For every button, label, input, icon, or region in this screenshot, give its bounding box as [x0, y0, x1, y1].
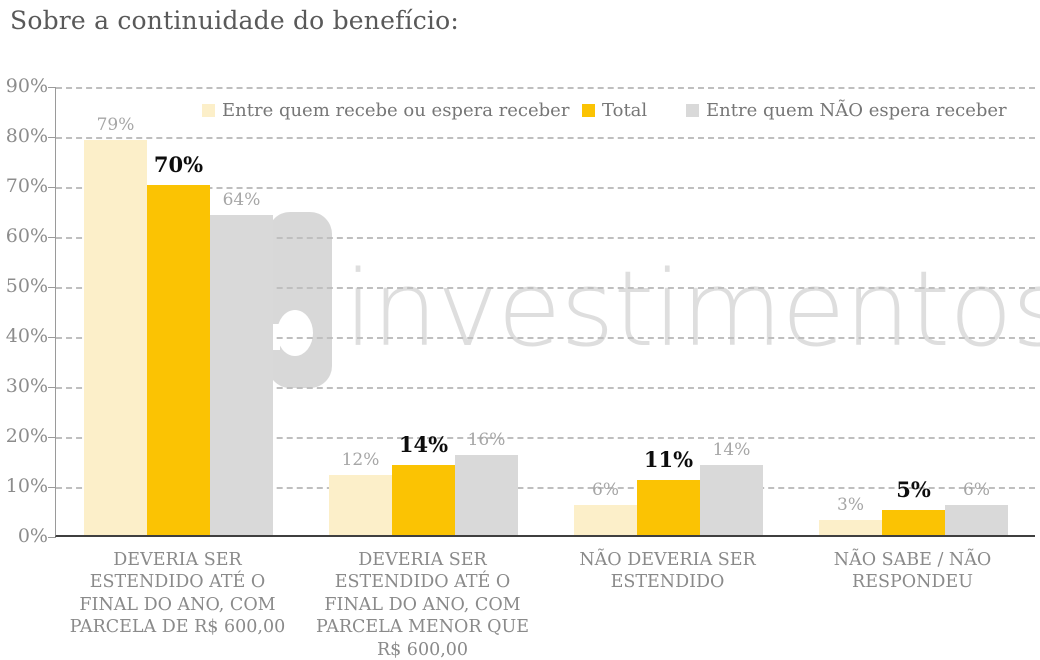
gridline [56, 87, 1035, 89]
bar-total [147, 185, 210, 535]
y-axis-tick [48, 137, 56, 138]
bar-data-label: 6% [963, 480, 990, 500]
y-axis-tick-label: 80% [5, 125, 48, 147]
gridline [56, 337, 1035, 339]
bar-data-label: 16% [467, 430, 506, 450]
bar-recebe [819, 520, 882, 535]
legend-swatch-icon [202, 103, 215, 117]
bar-data-label: 3% [837, 495, 864, 515]
bar-total [392, 465, 455, 535]
brand-logo-icon [268, 212, 332, 388]
bar-nao-espera [945, 505, 1008, 535]
plot-area: 79% 70% 64% 12% 14% 16% 6% 11% 14% 3% 5% 6% [48, 87, 1035, 538]
legend-swatch-icon [582, 103, 595, 117]
y-axis-tick [48, 87, 56, 88]
x-axis-category-label: NÃO SABE / NÃO RESPONDEU [833, 550, 992, 593]
legend-label: Entre quem NÃO espera receber [706, 99, 1007, 121]
legend-label: Total [602, 99, 648, 121]
bar-data-label: 70% [153, 152, 204, 177]
y-axis-tick-label: 90% [5, 75, 48, 97]
legend-swatch-icon [686, 103, 699, 117]
bar-data-label: 14% [398, 432, 449, 457]
brand-logo-counter [277, 310, 313, 356]
x-axis-category-label: DEVERIA SER ESTENDIDO ATÉ O FINAL DO ANO… [69, 550, 286, 638]
y-axis-tick [48, 487, 56, 488]
bar-recebe [329, 475, 392, 535]
y-axis-tick-label: 10% [5, 475, 48, 497]
y-axis-tick [48, 187, 56, 188]
bar-data-label: 12% [341, 450, 380, 470]
gridline [56, 187, 1035, 189]
legend-item: Entre quem NÃO espera receber [686, 99, 1007, 121]
bar-data-label: 14% [712, 440, 751, 460]
x-axis-labels: DEVERIA SER ESTENDIDO ATÉ O FINAL DO ANO… [55, 549, 1035, 660]
bar-nao-espera [700, 465, 763, 535]
gridline [56, 387, 1035, 389]
y-axis-tick-label: 0% [17, 525, 48, 547]
y-axis-tick-label: 20% [5, 425, 48, 447]
bar-data-label: 5% [896, 477, 931, 502]
y-axis-tick [48, 337, 56, 338]
bar-recebe [574, 505, 637, 535]
y-axis-tick [48, 287, 56, 288]
y-axis-tick [48, 537, 56, 538]
legend-label: Entre quem recebe ou espera receber [222, 99, 570, 121]
y-axis-tick-label: 40% [5, 325, 48, 347]
gridline [56, 437, 1035, 439]
y-axis-tick-label: 50% [5, 275, 48, 297]
gridline [56, 137, 1035, 139]
y-axis-tick [48, 437, 56, 438]
y-axis-tick-label: 60% [5, 225, 48, 247]
legend-item: Total [582, 99, 648, 121]
chart-title: Sobre a continuidade do benefício: [10, 6, 459, 35]
y-axis-tick [48, 387, 56, 388]
bar-total [882, 510, 945, 535]
x-axis-category-label: DEVERIA SER ESTENDIDO ATÉ O FINAL DO ANO… [316, 550, 529, 660]
bar-nao-espera [455, 455, 518, 535]
legend-item: Entre quem recebe ou espera receber [202, 99, 570, 121]
bar-recebe [84, 140, 147, 535]
y-axis-tick-label: 30% [5, 375, 48, 397]
y-axis-tick [48, 237, 56, 238]
y-axis-tick-label: 70% [5, 175, 48, 197]
bar-data-label: 79% [96, 115, 135, 135]
bar-nao-espera [210, 215, 273, 535]
bar-total [637, 480, 700, 535]
gridline [56, 487, 1035, 489]
watermark-text: investimentos [344, 248, 1040, 370]
bar-data-label: 64% [222, 190, 261, 210]
gridline [56, 237, 1035, 239]
bar-data-label: 6% [592, 480, 619, 500]
bar-data-label: 11% [643, 447, 694, 472]
gridline [56, 287, 1035, 289]
x-axis-category-label: NÃO DEVERIA SER ESTENDIDO [579, 550, 756, 593]
